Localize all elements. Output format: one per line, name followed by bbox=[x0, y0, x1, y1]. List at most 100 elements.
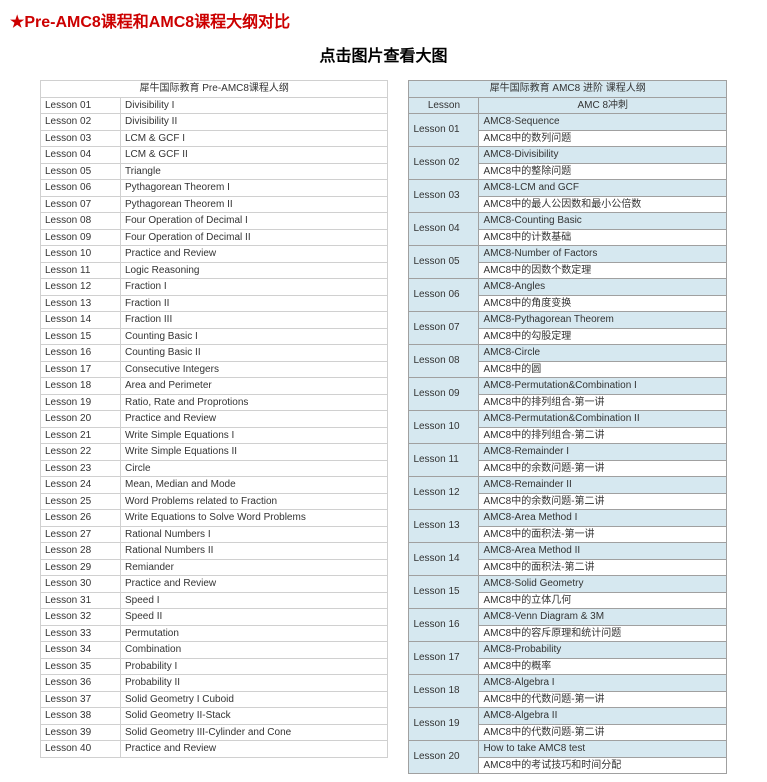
topic-cn-cell: AMC8中的排列组合-第二讲 bbox=[479, 427, 727, 444]
topic-cn-cell: AMC8中的面积法-第二讲 bbox=[479, 559, 727, 576]
topic-cell: Rational Numbers I bbox=[121, 526, 388, 543]
topic-cell: Practice and Review bbox=[121, 576, 388, 593]
topic-cell: Counting Basic II bbox=[121, 345, 388, 362]
lesson-cell: Lesson 31 bbox=[41, 592, 121, 609]
lesson-cell: Lesson 02 bbox=[41, 114, 121, 131]
table-row: Lesson 01AMC8-Sequence bbox=[409, 114, 727, 131]
lesson-cell: Lesson 13 bbox=[41, 295, 121, 312]
table-row: Lesson 01Divisibility I bbox=[41, 97, 388, 114]
topic-cell: Area and Perimeter bbox=[121, 378, 388, 395]
topic-en-cell: AMC8-Permutation&Combination I bbox=[479, 378, 727, 395]
table-row: Lesson 12AMC8-Remainder II bbox=[409, 477, 727, 494]
amc8-advanced-table: 犀牛国际教育 AMC8 进阶 课程人纲 Lesson AMC 8冲刺 Lesso… bbox=[408, 80, 727, 774]
lesson-cell: Lesson 15 bbox=[41, 328, 121, 345]
table-row: Lesson 13Fraction II bbox=[41, 295, 388, 312]
topic-cell: Solid Geometry I Cuboid bbox=[121, 691, 388, 708]
topic-cell: Fraction I bbox=[121, 279, 388, 296]
topic-cell: Write Equations to Solve Word Problems bbox=[121, 510, 388, 527]
table-row: Lesson 40Practice and Review bbox=[41, 741, 388, 758]
lesson-cell: Lesson 07 bbox=[409, 312, 479, 345]
table-row: Lesson 27Rational Numbers I bbox=[41, 526, 388, 543]
table-row: Lesson 03LCM & GCF I bbox=[41, 130, 388, 147]
table-row: Lesson 28Rational Numbers II bbox=[41, 543, 388, 560]
table-row: Lesson 05Triangle bbox=[41, 163, 388, 180]
table-row: Lesson 14Fraction III bbox=[41, 312, 388, 329]
lesson-cell: Lesson 04 bbox=[41, 147, 121, 164]
topic-cell: Fraction III bbox=[121, 312, 388, 329]
table-row: Lesson 37Solid Geometry I Cuboid bbox=[41, 691, 388, 708]
topic-cell: Counting Basic I bbox=[121, 328, 388, 345]
topic-cn-cell: AMC8中的最人公因数和最小公倍数 bbox=[479, 196, 727, 213]
title-text: Pre-AMC8课程和AMC8课程大纲对比 bbox=[24, 14, 290, 31]
table-row: Lesson 22Write Simple Equations II bbox=[41, 444, 388, 461]
lesson-cell: Lesson 17 bbox=[41, 361, 121, 378]
table-row: Lesson 02Divisibility II bbox=[41, 114, 388, 131]
table-row: Lesson 19Ratio, Rate and Proprotions bbox=[41, 394, 388, 411]
lesson-cell: Lesson 08 bbox=[409, 345, 479, 378]
table-row: Lesson 06AMC8-Angles bbox=[409, 279, 727, 296]
lesson-cell: Lesson 16 bbox=[409, 609, 479, 642]
table-row: Lesson 18AMC8-Algebra I bbox=[409, 675, 727, 692]
table-row: Lesson 09Four Operation of Decimal II bbox=[41, 229, 388, 246]
topic-cn-cell: AMC8中的余数问题-第一讲 bbox=[479, 460, 727, 477]
topic-cell: Logic Reasoning bbox=[121, 262, 388, 279]
table-row: Lesson 15Counting Basic I bbox=[41, 328, 388, 345]
table-row: Lesson 04AMC8-Counting Basic bbox=[409, 213, 727, 230]
lesson-cell: Lesson 18 bbox=[409, 675, 479, 708]
topic-cell: LCM & GCF I bbox=[121, 130, 388, 147]
topic-en-cell: AMC8-Permutation&Combination II bbox=[479, 411, 727, 428]
topic-cell: Fraction II bbox=[121, 295, 388, 312]
topic-cn-cell: AMC8中的数列问题 bbox=[479, 130, 727, 147]
table-row: Lesson 02AMC8-Divisibility bbox=[409, 147, 727, 164]
table-row: Lesson 31Speed I bbox=[41, 592, 388, 609]
topic-cn-cell: AMC8中的代数问题-第一讲 bbox=[479, 691, 727, 708]
topic-en-cell: AMC8-Area Method II bbox=[479, 543, 727, 560]
table-row: Lesson 04LCM & GCF II bbox=[41, 147, 388, 164]
lesson-cell: Lesson 12 bbox=[409, 477, 479, 510]
left-table-wrap[interactable]: 犀牛国际教育 Pre-AMC8课程人纲 Lesson 01Divisibilit… bbox=[40, 80, 388, 774]
topic-en-cell: AMC8-Pythagorean Theorem bbox=[479, 312, 727, 329]
lesson-cell: Lesson 24 bbox=[41, 477, 121, 494]
table-row: Lesson 33Permutation bbox=[41, 625, 388, 642]
table-row: Lesson 16Counting Basic II bbox=[41, 345, 388, 362]
lesson-cell: Lesson 14 bbox=[41, 312, 121, 329]
table-row: Lesson 20How to take AMC8 test bbox=[409, 741, 727, 758]
right-col2: AMC 8冲刺 bbox=[479, 97, 727, 114]
lesson-cell: Lesson 09 bbox=[41, 229, 121, 246]
table-row: Lesson 34Combination bbox=[41, 642, 388, 659]
topic-cell: Pythagorean Theorem I bbox=[121, 180, 388, 197]
table-row: Lesson 25Word Problems related to Fracti… bbox=[41, 493, 388, 510]
table-row: Lesson 20Practice and Review bbox=[41, 411, 388, 428]
topic-en-cell: AMC8-Venn Diagram & 3M bbox=[479, 609, 727, 626]
lesson-cell: Lesson 18 bbox=[41, 378, 121, 395]
page-title: ★Pre-AMC8课程和AMC8课程大纲对比 bbox=[10, 8, 757, 32]
topic-cell: Word Problems related to Fraction bbox=[121, 493, 388, 510]
lesson-cell: Lesson 19 bbox=[409, 708, 479, 741]
lesson-cell: Lesson 21 bbox=[41, 427, 121, 444]
topic-cn-cell: AMC8中的角度变换 bbox=[479, 295, 727, 312]
topic-en-cell: AMC8-Algebra II bbox=[479, 708, 727, 725]
lesson-cell: Lesson 38 bbox=[41, 708, 121, 725]
topic-cell: Pythagorean Theorem II bbox=[121, 196, 388, 213]
subtitle[interactable]: 点击图片查看大图 bbox=[10, 42, 757, 66]
lesson-cell: Lesson 17 bbox=[409, 642, 479, 675]
table-row: Lesson 18Area and Perimeter bbox=[41, 378, 388, 395]
right-table-wrap[interactable]: 犀牛国际教育 AMC8 进阶 课程人纲 Lesson AMC 8冲刺 Lesso… bbox=[408, 80, 727, 774]
topic-cell: Solid Geometry III-Cylinder and Cone bbox=[121, 724, 388, 741]
table-row: Lesson 30Practice and Review bbox=[41, 576, 388, 593]
table-row: Lesson 07Pythagorean Theorem II bbox=[41, 196, 388, 213]
lesson-cell: Lesson 08 bbox=[41, 213, 121, 230]
topic-en-cell: AMC8-Sequence bbox=[479, 114, 727, 131]
lesson-cell: Lesson 11 bbox=[41, 262, 121, 279]
left-table-title: 犀牛国际教育 Pre-AMC8课程人纲 bbox=[41, 81, 388, 98]
topic-cell: Consecutive Integers bbox=[121, 361, 388, 378]
topic-cn-cell: AMC8中的立体几何 bbox=[479, 592, 727, 609]
lesson-cell: Lesson 15 bbox=[409, 576, 479, 609]
topic-en-cell: AMC8-Divisibility bbox=[479, 147, 727, 164]
table-row: Lesson 24Mean, Median and Mode bbox=[41, 477, 388, 494]
table-row: Lesson 15AMC8-Solid Geometry bbox=[409, 576, 727, 593]
lesson-cell: Lesson 05 bbox=[409, 246, 479, 279]
topic-en-cell: AMC8-Solid Geometry bbox=[479, 576, 727, 593]
table-row: Lesson 17AMC8-Probability bbox=[409, 642, 727, 659]
topic-cell: Probability II bbox=[121, 675, 388, 692]
